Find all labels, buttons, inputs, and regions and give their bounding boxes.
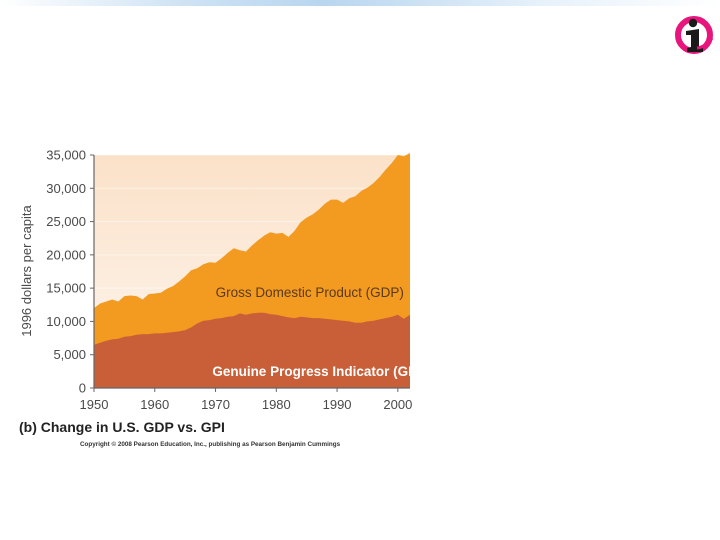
x-tick-label: 1990: [323, 397, 352, 412]
y-tick-label: 5,000: [53, 347, 86, 362]
gpi-area: [94, 312, 410, 388]
y-tick-label: 10,000: [46, 314, 86, 329]
y-tick-label: 35,000: [46, 148, 86, 163]
y-tick-label: 25,000: [46, 214, 86, 229]
top-decorative-band: [0, 0, 720, 6]
gdp-annotation: Gross Domestic Product (GDP): [216, 285, 404, 300]
x-tick-label: 1960: [140, 397, 169, 412]
y-tick-label: 15,000: [46, 281, 86, 296]
x-axis-ticks: 1950 1960 1970 1980 1990 2000: [80, 388, 412, 412]
y-axis-ticks: 35,000 30,000 25,000 20,000 15,000 10,000 5,00…: [46, 148, 94, 396]
x-tick-label: 1950: [80, 397, 109, 412]
x-tick-label: 1980: [262, 397, 291, 412]
info-i-icon: [675, 16, 714, 54]
y-axis-label: 1996 dollars per capita: [19, 204, 34, 336]
gpi-annotation: Genuine Progress Indicator (GPI): [212, 364, 425, 379]
x-tick-label: 1970: [201, 397, 230, 412]
y-tick-label: 0: [79, 381, 86, 396]
copyright-notice: Copyright © 2008 Pearson Education, Inc.…: [80, 441, 341, 448]
x-tick-label: 2000: [383, 397, 412, 412]
y-tick-label: 30,000: [46, 181, 86, 196]
chart-caption: (b) Change in U.S. GDP vs. GPI: [19, 419, 225, 435]
y-tick-label: 20,000: [46, 247, 86, 262]
